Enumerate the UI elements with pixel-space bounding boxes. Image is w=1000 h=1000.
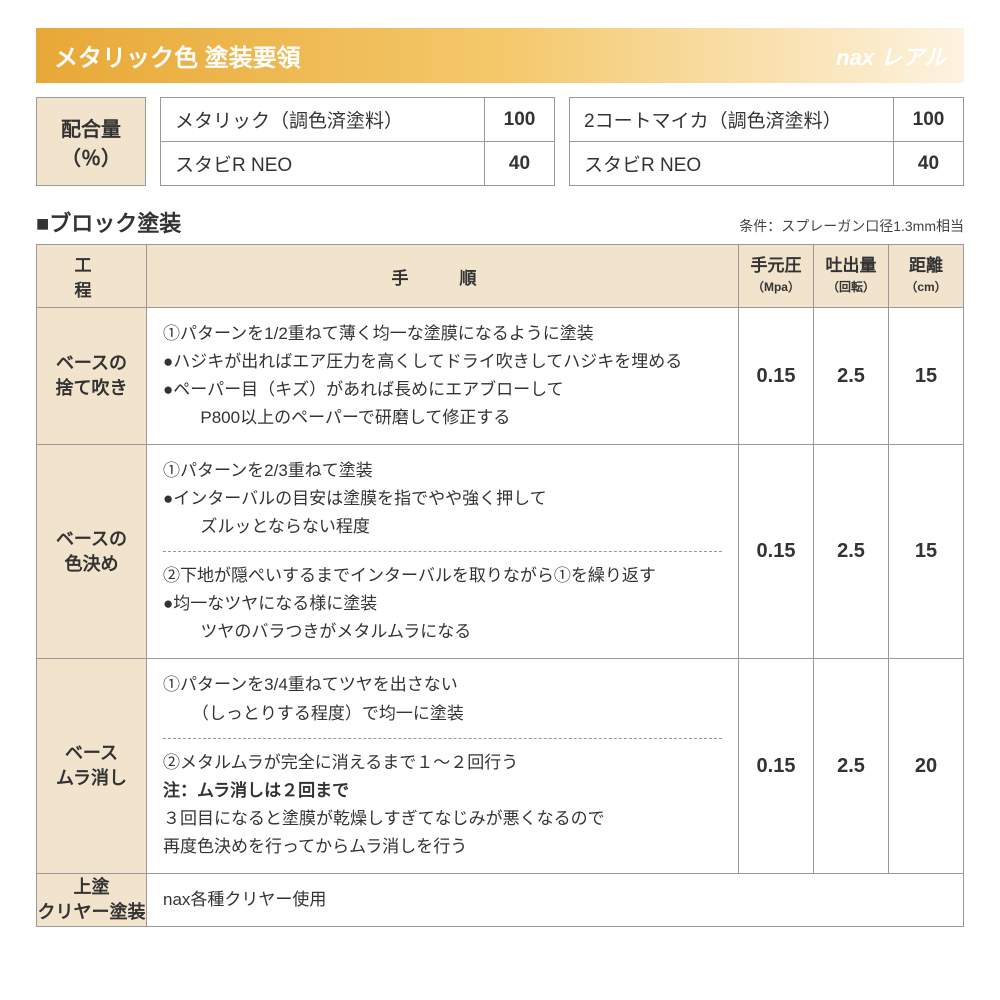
col-flow: 吐出量（回転） xyxy=(814,245,889,308)
page-title: メタリック色 塗装要領 xyxy=(54,38,301,73)
step-label: ベースの捨て吹き xyxy=(37,308,147,445)
col-distance: 距離（cm） xyxy=(889,245,964,308)
table-row: ベースの色決め ①パターンを2/3重ねて塗装 ●インターバルの目安は塗膜を指でや… xyxy=(37,445,964,659)
mix-label: 配合量 （％） xyxy=(36,97,146,186)
section-title: ■ブロック塗装 xyxy=(36,206,181,238)
procedure-cell: ①パターンを3/4重ねてツヤを出さない （しっとりする程度）で均一に塗装 ②メタ… xyxy=(147,659,739,873)
table-row: メタリック（調色済塗料）100 xyxy=(161,98,555,142)
mix-table-left: メタリック（調色済塗料）100 スタビR NEO40 xyxy=(160,97,555,186)
table-row: スタビR NEO40 xyxy=(570,142,964,186)
table-row: ベースムラ消し ①パターンを3/4重ねてツヤを出さない （しっとりする程度）で均… xyxy=(37,659,964,873)
step-label: ベースの色決め xyxy=(37,445,147,659)
procedure-cell: ①パターンを2/3重ねて塗装 ●インターバルの目安は塗膜を指でやや強く押して ズ… xyxy=(147,445,739,659)
table-row: ベースの捨て吹き ①パターンを1/2重ねて薄く均一な塗膜になるように塗装 ●ハジ… xyxy=(37,308,964,445)
col-pressure: 手元圧（Mpa） xyxy=(739,245,814,308)
dashed-divider xyxy=(163,738,722,739)
brand-logo: nax レアル xyxy=(836,40,946,72)
step-label: ベースムラ消し xyxy=(37,659,147,873)
procedure-cell: ①パターンを1/2重ねて薄く均一な塗膜になるように塗装 ●ハジキが出ればエア圧力… xyxy=(147,308,739,445)
step-label: 上塗クリヤー塗装 xyxy=(37,873,147,926)
procedure-cell: nax各種クリヤー使用 xyxy=(147,873,964,926)
mix-ratio-section: 配合量 （％） メタリック（調色済塗料）100 スタビR NEO40 2コートマ… xyxy=(36,97,964,186)
section-title-row: ■ブロック塗装 条件：スプレーガン口径1.3mm相当 xyxy=(36,206,964,238)
header-bar: メタリック色 塗装要領 nax レアル xyxy=(36,28,964,83)
condition-note: 条件：スプレーガン口径1.3mm相当 xyxy=(739,216,964,236)
mix-table-right: 2コートマイカ（調色済塗料）100 スタビR NEO40 xyxy=(569,97,964,186)
dashed-divider xyxy=(163,551,722,552)
table-row: スタビR NEO40 xyxy=(161,142,555,186)
col-step: 工 程 xyxy=(37,245,147,308)
col-proc: 手 順 xyxy=(147,245,739,308)
table-row: 上塗クリヤー塗装 nax各種クリヤー使用 xyxy=(37,873,964,926)
table-row: 2コートマイカ（調色済塗料）100 xyxy=(570,98,964,142)
process-table: 工 程 手 順 手元圧（Mpa） 吐出量（回転） 距離（cm） ベースの捨て吹き… xyxy=(36,244,964,927)
